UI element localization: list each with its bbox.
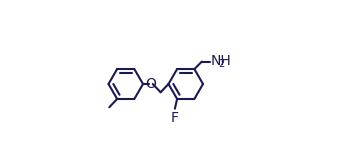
Text: F: F (171, 111, 179, 125)
Text: 2: 2 (218, 59, 224, 69)
Text: NH: NH (211, 54, 231, 68)
Text: O: O (145, 77, 156, 91)
